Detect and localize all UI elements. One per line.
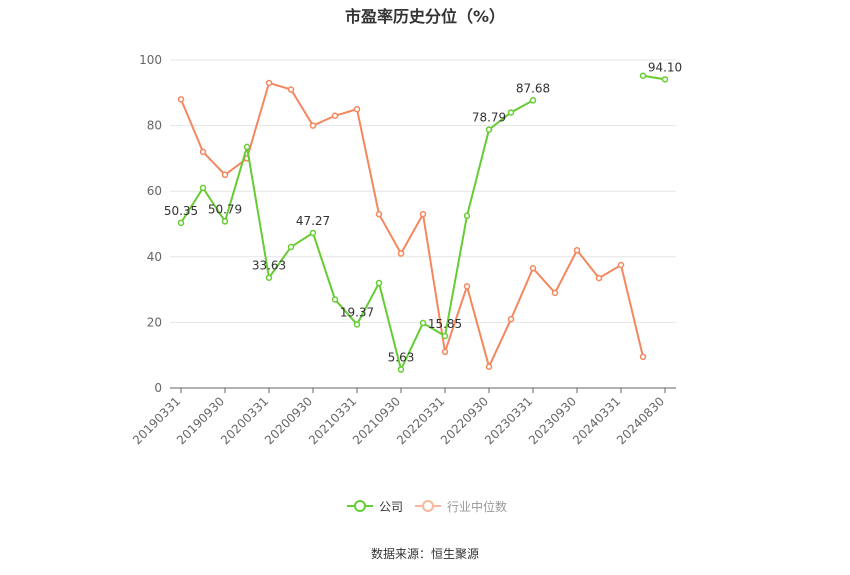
data-point-industry-median <box>309 122 317 129</box>
y-tick-label: 80 <box>147 119 162 133</box>
legend-swatch-company <box>347 500 373 512</box>
data-point-company <box>243 143 251 151</box>
data-point-company <box>353 321 361 328</box>
data-label: 15.85 <box>428 317 462 331</box>
data-label: 33.63 <box>252 259 286 273</box>
data-label: 87.68 <box>516 81 550 95</box>
legend-swatch-industry-median <box>415 500 441 512</box>
data-point-industry-median <box>177 96 185 103</box>
data-point-company <box>419 319 427 327</box>
legend-item-industry-median[interactable]: 行业中位数 <box>415 497 507 515</box>
data-point-industry-median <box>617 261 625 269</box>
data-point-company <box>287 243 295 251</box>
legend: 公司 行业中位数 <box>0 497 850 515</box>
legend-item-company[interactable]: 公司 <box>347 497 403 515</box>
data-point-industry-median <box>463 283 471 290</box>
chart-title: 市盈率历史分位（%） <box>344 7 506 26</box>
data-point-industry-median <box>595 274 603 282</box>
y-tick-label: 60 <box>147 184 162 198</box>
series-line-company <box>642 74 666 81</box>
data-point-company <box>507 109 515 116</box>
y-tick-label: 0 <box>154 381 162 395</box>
data-point-industry-median <box>287 86 295 93</box>
data-point-company <box>529 97 537 104</box>
data-label: 78.79 <box>472 111 506 125</box>
legend-label-company: 公司 <box>379 499 404 514</box>
y-tick-label: 100 <box>139 53 162 67</box>
data-point-company <box>639 72 647 79</box>
data-label: 47.27 <box>296 214 330 228</box>
data-point-industry-median <box>221 171 229 179</box>
data-point-company <box>221 218 229 225</box>
data-point-company <box>309 229 317 237</box>
legend-label-industry-median: 行业中位数 <box>447 499 508 514</box>
series-line-industry-median <box>180 81 644 370</box>
data-source: 数据来源：恒生聚源 <box>370 547 479 561</box>
data-point-industry-median <box>639 353 647 361</box>
data-point-company <box>485 126 493 133</box>
data-label: 50.79 <box>208 202 242 216</box>
data-point-company <box>265 274 273 281</box>
data-point-industry-median <box>573 246 581 254</box>
y-tick-label: 20 <box>147 315 162 329</box>
data-point-company <box>661 76 669 83</box>
data-point-company <box>463 212 471 220</box>
data-point-industry-median <box>441 348 449 356</box>
data-label: 19.37 <box>340 305 374 319</box>
data-point-industry-median <box>353 105 361 113</box>
data-point-company <box>199 184 207 192</box>
data-point-industry-median <box>529 265 537 272</box>
data-point-industry-median <box>265 79 273 87</box>
data-point-company <box>331 296 339 303</box>
data-point-industry-median <box>419 210 427 218</box>
y-tick-label: 40 <box>147 250 162 264</box>
data-point-industry-median <box>507 315 515 323</box>
series-line-company <box>180 99 534 373</box>
data-point-company <box>375 279 383 287</box>
data-point-industry-median <box>397 250 405 257</box>
data-point-industry-median <box>551 289 559 297</box>
data-label: 94.10 <box>648 60 682 74</box>
data-label: 50.35 <box>164 204 198 218</box>
data-point-industry-median <box>485 363 493 370</box>
data-point-company <box>441 332 449 340</box>
data-point-industry-median <box>375 210 383 218</box>
data-point-company <box>177 219 185 227</box>
data-label: 5.63 <box>388 351 415 365</box>
data-point-industry-median <box>199 148 207 156</box>
x-tick-label: 20240830 <box>614 394 667 447</box>
data-point-industry-median <box>331 112 339 120</box>
data-point-company <box>397 366 405 373</box>
